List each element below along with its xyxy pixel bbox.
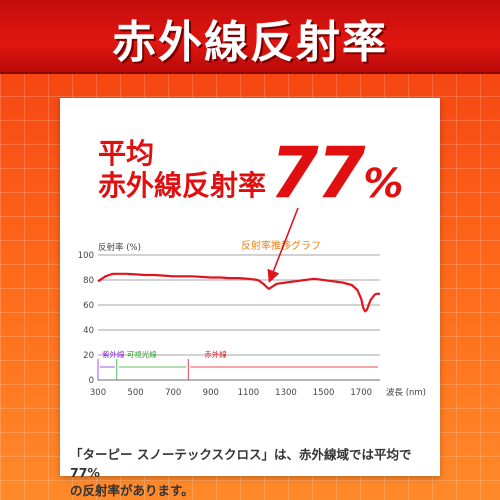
content-card: 平均 赤外線反射率 77% 反射率 (%) 反射率推移グラフ 0 20 40 60 80… — [60, 98, 440, 498]
y-tick-label: 0 — [89, 376, 94, 386]
y-tick-label: 40 — [83, 326, 94, 336]
x-tick-label: 900 — [203, 388, 219, 398]
caption-line1: 「ターピー スノーテックスクロス」は、赤外線域では平均で77% — [70, 447, 412, 480]
reflectance-chart: 反射率 (%) 反射率推移グラフ 0 20 40 60 80 100 300 500 700 9… — [78, 207, 426, 398]
x-tick-label: 1100 — [238, 388, 260, 398]
region-label: 赤外線 — [204, 349, 227, 359]
headline: 平均 赤外線反射率 — [98, 138, 266, 202]
page-title: 赤外線反射率 — [112, 17, 388, 68]
headline-unit: % — [363, 161, 404, 207]
spectrum-regions: 紫外線 可視光線 赤外線 — [97, 349, 378, 380]
y-tick-label: 20 — [83, 351, 94, 361]
x-tick-labels: 300 500 700 900 1100 1300 1500 1700 — [90, 388, 372, 398]
headline-line2: 赤外線反射率 — [98, 169, 267, 202]
reflectance-line — [97, 272, 380, 313]
x-tick-label: 1700 — [350, 388, 372, 398]
y-tick-label: 80 — [83, 276, 94, 286]
x-tick-label: 1300 — [275, 388, 297, 398]
x-tick-label: 300 — [90, 388, 106, 398]
caption: 「ターピー スノーテックスクロス」は、赤外線域では平均で77% の反射率がありま… — [70, 446, 440, 500]
headline-percentage: 77% — [270, 132, 404, 214]
y-axis-label: 反射率 (%) — [98, 242, 141, 253]
y-tick-label: 60 — [83, 301, 94, 311]
annotation-arrow — [267, 207, 299, 283]
headline-line1: 平均 — [98, 137, 155, 170]
region-label: 紫外線 — [102, 349, 125, 359]
x-axis-label: 波長 (nm) — [386, 387, 426, 398]
x-tick-label: 500 — [127, 388, 143, 398]
chart-grid — [98, 254, 380, 381]
y-tick-label: 100 — [78, 251, 94, 261]
x-tick-label: 1500 — [313, 388, 335, 398]
caption-line2: の反射率があります。 — [70, 483, 194, 498]
y-tick-labels: 0 20 40 60 80 100 — [78, 251, 94, 386]
region-label: 可視光線 — [127, 349, 157, 359]
x-tick-label: 700 — [165, 388, 181, 398]
header-banner: 赤外線反射率 — [0, 0, 500, 74]
headline-value: 77 — [270, 132, 365, 214]
chart-title: 反射率推移グラフ — [241, 239, 321, 252]
